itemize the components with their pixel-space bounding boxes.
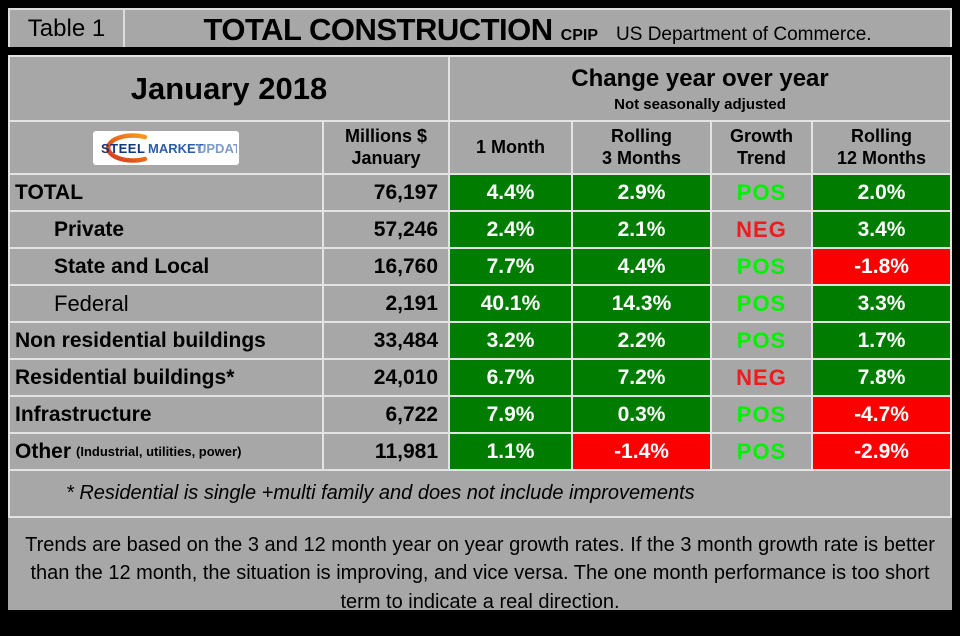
column-header-line: Growth [730, 126, 793, 147]
column-header-millions: Millions $ January [324, 122, 448, 173]
pct-rolling-12: -4.7% [813, 397, 950, 432]
pct-rolling-3: 7.2% [573, 360, 710, 395]
millions-value: 76,197 [324, 175, 448, 210]
row-label-residential-buildings: Residential buildings* [10, 360, 322, 395]
row-label-federal: Federal [10, 286, 322, 321]
pct-1-month: 7.7% [450, 249, 571, 284]
growth-trend-value: POS [712, 434, 811, 469]
column-header-line: 3 Months [602, 147, 681, 168]
pct-rolling-12: -1.8% [813, 249, 950, 284]
millions-value: 6,722 [324, 397, 448, 432]
pct-1-month: 6.7% [450, 360, 571, 395]
row-label-text: TOTAL [15, 180, 84, 204]
growth-trend-value: POS [712, 286, 811, 321]
report-frame: Table 1 TOTAL CONSTRUCTION CPIP US Depar… [8, 8, 952, 613]
growth-trend-value: NEG [712, 360, 811, 395]
growth-trend-value: POS [712, 323, 811, 358]
logo-word-market: MARKET [148, 141, 204, 156]
row-label-non-residential-buildings: Non residential buildings [10, 323, 322, 358]
pct-rolling-3: 2.2% [573, 323, 710, 358]
pct-rolling-3: 2.1% [573, 212, 710, 247]
row-label-state-and-local: State and Local [10, 249, 322, 284]
pct-rolling-3: 0.3% [573, 397, 710, 432]
pct-rolling-12: 1.7% [813, 323, 950, 358]
growth-trend-value: POS [712, 397, 811, 432]
pct-rolling-12: 3.3% [813, 286, 950, 321]
millions-value: 2,191 [324, 286, 448, 321]
trends-explanation: Trends are based on the 3 and 12 month y… [8, 518, 952, 613]
row-label-text: Federal [54, 290, 129, 316]
millions-value: 33,484 [324, 323, 448, 358]
change-subtitle: Not seasonally adjusted [614, 95, 786, 113]
column-header-1-month: 1 Month [450, 122, 571, 173]
pct-1-month: 40.1% [450, 286, 571, 321]
pct-1-month: 1.1% [450, 434, 571, 469]
row-label-text: Other [15, 439, 72, 463]
period-label: January 2018 [10, 57, 448, 120]
pct-rolling-12: 2.0% [813, 175, 950, 210]
millions-value: 16,760 [324, 249, 448, 284]
row-label-total: TOTAL [10, 175, 322, 210]
title-cell: TOTAL CONSTRUCTION CPIP US Department of… [125, 10, 950, 47]
growth-trend-value: POS [712, 175, 811, 210]
title-bar: Table 1 TOTAL CONSTRUCTION CPIP US Depar… [8, 8, 952, 47]
row-label-text: State and Local [54, 254, 210, 278]
data-table: January 2018 Change year over year Not s… [8, 55, 952, 518]
row-label-text: Residential buildings* [15, 365, 235, 389]
logo-word-steel: STEEL [101, 141, 145, 156]
page-title: TOTAL CONSTRUCTION [203, 12, 553, 47]
pct-rolling-3: 2.9% [573, 175, 710, 210]
pct-1-month: 2.4% [450, 212, 571, 247]
millions-value: 11,981 [324, 434, 448, 469]
cpip-label: CPIP [560, 27, 599, 44]
logo-swoosh-icon: STEEL MARKET UPDATE [101, 132, 237, 163]
column-header-rolling-3-months: Rolling 3 Months [573, 122, 710, 173]
pct-rolling-3: -1.4% [573, 434, 710, 469]
pct-rolling-12: 7.8% [813, 360, 950, 395]
growth-trend-value: POS [712, 249, 811, 284]
row-label-text: Private [54, 217, 125, 241]
column-header-line: Trend [736, 147, 786, 168]
change-header: Change year over year Not seasonally adj… [450, 57, 950, 120]
residential-footnote: * Residential is single +multi family an… [10, 471, 950, 516]
pct-1-month: 4.4% [450, 175, 571, 210]
column-header-line: Rolling [851, 126, 912, 147]
column-header-growth-trend: Growth Trend [712, 122, 811, 173]
pct-1-month: 3.2% [450, 323, 571, 358]
steel-market-update-logo: STEEL MARKET UPDATE [93, 130, 239, 165]
source-label: US Department of Commerce. [616, 24, 872, 45]
row-label-infrastructure: Infrastructure [10, 397, 322, 432]
column-header-line: Rolling [611, 126, 672, 147]
column-header-line: Millions $ [344, 126, 427, 147]
row-label-note: (Industrial, utilities, power) [76, 444, 242, 459]
row-label-text: Non residential buildings [15, 328, 266, 352]
millions-value: 24,010 [324, 360, 448, 395]
column-header-line: January [351, 147, 421, 168]
pct-rolling-12: 3.4% [813, 212, 950, 247]
column-header-rolling-12-months: Rolling 12 Months [813, 122, 950, 173]
change-title: Change year over year [571, 64, 829, 92]
millions-value: 57,246 [324, 212, 448, 247]
column-header-line: 1 Month [476, 136, 545, 157]
growth-trend-value: NEG [712, 212, 811, 247]
pct-rolling-12: -2.9% [813, 434, 950, 469]
row-label-other: Other (Industrial, utilities, power) [10, 434, 322, 469]
divider [8, 47, 952, 55]
table-number-label: Table 1 [10, 10, 125, 47]
pct-rolling-3: 14.3% [573, 286, 710, 321]
logo-word-update: UPDATE [197, 141, 237, 156]
pct-1-month: 7.9% [450, 397, 571, 432]
row-label-private: Private [10, 212, 322, 247]
pct-rolling-3: 4.4% [573, 249, 710, 284]
row-label-text: Infrastructure [15, 402, 152, 426]
logo-cell: STEEL MARKET UPDATE [10, 122, 322, 173]
column-header-line: 12 Months [836, 147, 926, 168]
